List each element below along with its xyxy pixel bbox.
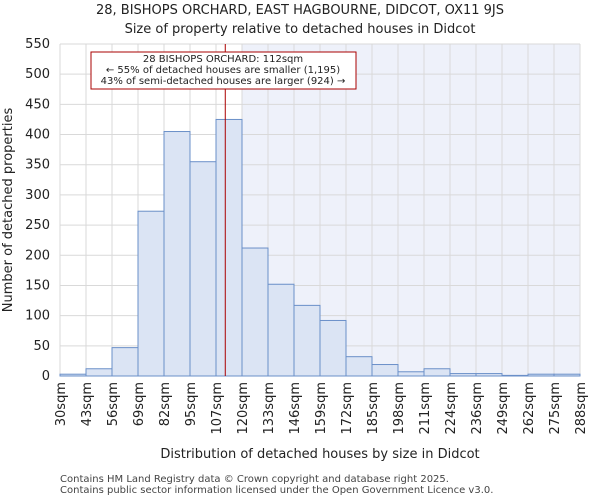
histogram-bar — [371, 364, 399, 377]
histogram-bar — [85, 368, 113, 377]
histogram-bar — [449, 373, 477, 377]
histogram-bar — [137, 210, 165, 377]
y-tick-label: 550 — [25, 37, 50, 52]
x-tick-label: 159sqm — [314, 382, 329, 435]
x-tick-label: 262sqm — [522, 382, 537, 435]
x-tick-label: 107sqm — [210, 382, 225, 435]
histogram-bar — [293, 304, 321, 377]
x-tick-label: 43sqm — [80, 382, 95, 426]
histogram-bar — [423, 368, 451, 377]
histogram-bar — [111, 347, 139, 377]
x-tick-label: 69sqm — [132, 382, 147, 426]
annotation-line-2: ← 55% of detached houses are smaller (1,… — [106, 65, 340, 76]
y-tick-label: 0 — [42, 369, 50, 384]
histogram-bar — [189, 161, 217, 377]
x-tick-label: 133sqm — [262, 382, 277, 435]
x-tick-label: 172sqm — [340, 382, 355, 435]
histogram-bar — [215, 118, 243, 377]
y-tick-label: 50 — [33, 339, 50, 354]
x-tick-label: 56sqm — [106, 382, 121, 426]
y-tick-label: 200 — [25, 248, 50, 263]
x-tick-label: 198sqm — [392, 382, 407, 435]
histogram-bar — [319, 319, 347, 377]
histogram-bar — [553, 373, 581, 377]
y-tick-label: 350 — [25, 158, 50, 173]
histogram-bar — [475, 373, 503, 377]
chart-subtitle: Size of property relative to detached ho… — [125, 22, 476, 37]
footer-copyright: Contains HM Land Registry data © Crown c… — [60, 474, 449, 485]
histogram-bar — [345, 356, 373, 377]
annotation-line-3: 43% of semi-detached houses are larger (… — [101, 76, 346, 87]
histogram-bar — [241, 247, 269, 377]
x-tick-label: 95sqm — [184, 382, 199, 426]
x-tick-label: 82sqm — [158, 382, 173, 426]
x-axis-label: Distribution of detached houses by size … — [160, 447, 479, 462]
y-tick-label: 450 — [25, 97, 50, 112]
histogram-bar — [527, 373, 555, 377]
y-tick-label: 400 — [25, 128, 50, 143]
x-tick-label: 146sqm — [288, 382, 303, 435]
x-tick-label: 211sqm — [418, 382, 433, 435]
histogram-bar — [59, 373, 87, 377]
y-tick-label: 250 — [25, 218, 50, 233]
chart-title: 28, BISHOPS ORCHARD, EAST HAGBOURNE, DID… — [96, 3, 504, 18]
x-tick-label: 185sqm — [366, 382, 381, 435]
y-tick-label: 300 — [25, 188, 50, 203]
histogram-bar — [267, 283, 295, 377]
annotation-line-1: 28 BISHOPS ORCHARD: 112sqm — [143, 54, 303, 65]
x-tick-label: 275sqm — [548, 382, 563, 435]
annotation-box: 28 BISHOPS ORCHARD: 112sqm ← 55% of deta… — [90, 51, 357, 90]
histogram-bar — [501, 374, 529, 377]
x-tick-label: 224sqm — [444, 382, 459, 435]
histogram-bar — [163, 131, 191, 377]
x-tick-label: 236sqm — [470, 382, 485, 435]
y-axis-label: Number of detached properties — [1, 108, 16, 313]
footer-licence: Contains public sector information licen… — [60, 485, 494, 496]
y-tick-label: 500 — [25, 67, 50, 82]
x-tick-label: 249sqm — [496, 382, 511, 435]
x-tick-label: 288sqm — [574, 382, 589, 435]
histogram-bar — [397, 371, 425, 377]
x-tick-label: 30sqm — [54, 382, 69, 426]
x-tick-label: 120sqm — [236, 382, 251, 435]
y-tick-label: 150 — [25, 278, 50, 293]
y-tick-label: 100 — [25, 309, 50, 324]
